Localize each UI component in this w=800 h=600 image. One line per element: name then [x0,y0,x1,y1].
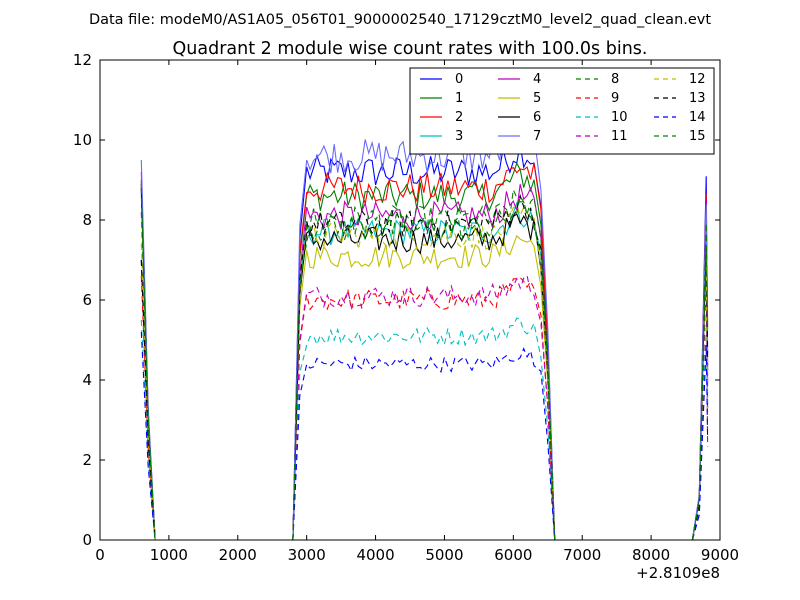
legend-label: 11 [611,129,628,144]
plot-area [140,120,709,540]
series-line-10 [140,317,709,540]
legend-label: 8 [611,72,619,87]
series-line-4 [140,171,709,540]
y-tick-label: 12 [73,51,92,69]
series-line-12 [140,205,709,540]
y-tick-label: 6 [82,291,92,309]
legend-label: 4 [533,72,541,87]
x-tick-label: 9000 [701,546,739,564]
x-tick-label: 0 [95,546,105,564]
legend-label: 0 [455,72,463,87]
series-line-0 [140,144,709,540]
x-tick-label: 5000 [425,546,463,564]
series-line-6 [140,187,709,540]
series-line-9 [140,268,709,540]
y-tick-label: 10 [73,131,92,149]
y-tick-label: 2 [82,451,92,469]
series-line-1 [140,161,709,540]
figure-suptitle: Data file: modeM0/AS1A05_056T01_90000025… [89,12,711,28]
legend-label: 1 [455,91,463,106]
y-tick-label: 8 [82,211,92,229]
series-line-3 [140,191,709,540]
legend-label: 9 [611,91,619,106]
y-tick-label: 0 [82,531,92,549]
x-tick-label: 6000 [494,546,532,564]
x-tick-label: 3000 [288,546,326,564]
legend-label: 6 [533,110,541,125]
x-tick-label: 1000 [150,546,188,564]
legend-label: 15 [689,129,706,144]
legend-label: 10 [611,110,628,125]
series-line-2 [140,162,709,540]
legend-label: 7 [533,129,541,144]
series-line-5 [140,195,709,540]
legend-label: 12 [689,72,706,87]
axis-ticks: 0 1000 2000 3000 4000 5000 6000 7000 8000 9000 0 2 4… [73,51,739,564]
chart-title: Quadrant 2 module wise count rates with … [173,39,648,59]
series-line-8 [140,187,709,540]
y-tick-label: 4 [82,371,92,389]
x-tick-label: 7000 [563,546,601,564]
series-line-14 [140,331,709,540]
legend-frame [409,67,715,155]
legend-label: 14 [689,110,706,125]
legend-label: 3 [455,129,463,144]
series-line-7 [140,120,709,540]
series-line-13 [140,193,709,540]
legend-label: 13 [689,91,706,106]
x-tick-label: 2000 [219,546,257,564]
series-line-11 [140,259,709,540]
x-tick-label: 4000 [356,546,394,564]
x-tick-label: 8000 [632,546,670,564]
series-line-15 [140,194,709,540]
legend-label: 2 [455,110,463,125]
legend-label: 5 [533,91,541,106]
x-axis-offset: +2.8109e8 [636,564,720,582]
